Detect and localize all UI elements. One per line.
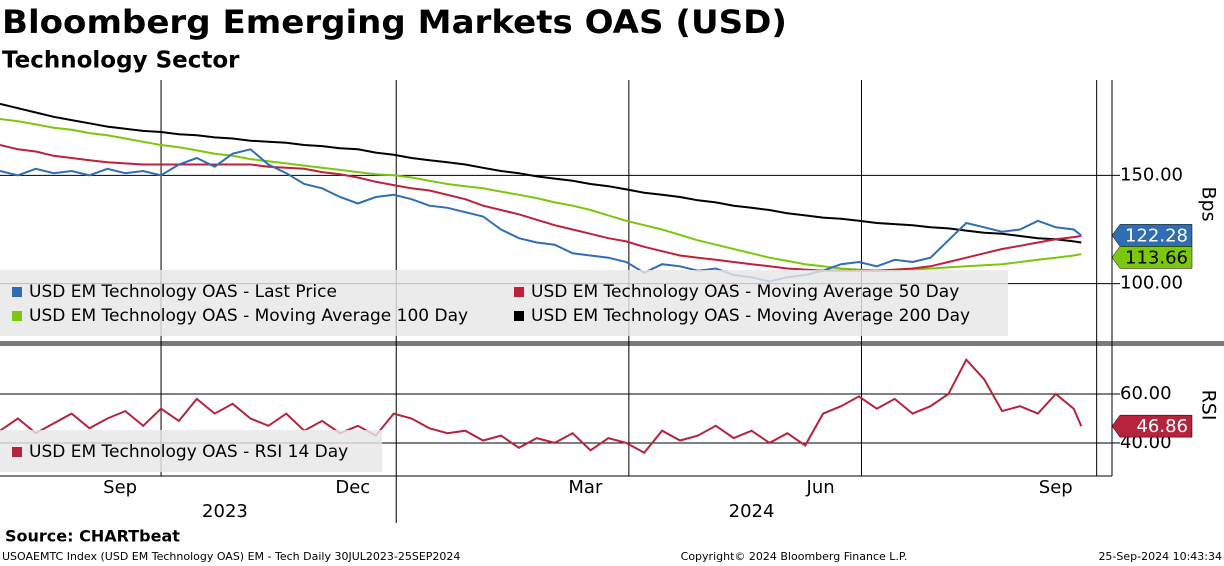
x-tick-label: Sep	[103, 477, 137, 498]
legend-label: USD EM Technology OAS - Last Price	[29, 282, 337, 302]
series-line	[0, 102, 1082, 244]
y-tick-label: 60.00	[1120, 383, 1172, 404]
y-axis-label: Bps	[1198, 187, 1220, 222]
y-tick-label: 100.00	[1120, 273, 1183, 294]
legend-box	[0, 270, 1008, 336]
year-label: 2024	[729, 501, 775, 522]
last-value-label: 46.86	[1136, 416, 1188, 437]
legend-swatch	[514, 287, 524, 297]
legend-swatch	[12, 311, 22, 321]
legend-swatch	[514, 311, 524, 321]
source: Source: CHARTbeat	[5, 527, 180, 546]
footer-left: USOAEMTC Index (USD EM Technology OAS) E…	[2, 550, 460, 563]
footer-right: 25-Sep-2024 10:43:34	[1098, 550, 1222, 563]
x-tick-label: Sep	[1039, 477, 1073, 498]
last-value-label: 113.66	[1125, 247, 1188, 268]
y-tick-label: 150.00	[1120, 164, 1183, 185]
footer-center: Copyright© 2024 Bloomberg Finance L.P.	[681, 550, 908, 563]
last-value-box	[1111, 224, 1193, 247]
legend-swatch	[12, 287, 22, 297]
chart-subtitle: Technology Sector	[2, 48, 240, 74]
series-line	[0, 144, 1082, 272]
legend-label: USD EM Technology OAS - Moving Average 1…	[29, 306, 468, 326]
x-tick-label: Dec	[335, 477, 370, 498]
series-line	[0, 357, 1083, 454]
x-tick-label: Jun	[806, 477, 835, 498]
panel-separator	[0, 341, 1224, 346]
last-value-box	[1111, 246, 1193, 269]
y-axis-label: RSI	[1198, 390, 1220, 421]
series-line	[0, 148, 1082, 283]
legend-label: USD EM Technology OAS - Moving Average 5…	[531, 282, 959, 302]
last-value-label: 122.28	[1125, 225, 1188, 246]
last-value-box	[1111, 414, 1193, 438]
legend-label: USD EM Technology OAS - RSI 14 Day	[29, 442, 348, 462]
year-label: 2023	[202, 501, 248, 522]
legend-swatch	[12, 447, 22, 457]
x-tick-label: Mar	[568, 477, 603, 498]
series-line	[0, 118, 1082, 272]
chart-title: Bloomberg Emerging Markets OAS (USD)	[2, 3, 787, 41]
legend-box	[0, 430, 382, 472]
legend-label: USD EM Technology OAS - Moving Average 2…	[531, 306, 970, 326]
